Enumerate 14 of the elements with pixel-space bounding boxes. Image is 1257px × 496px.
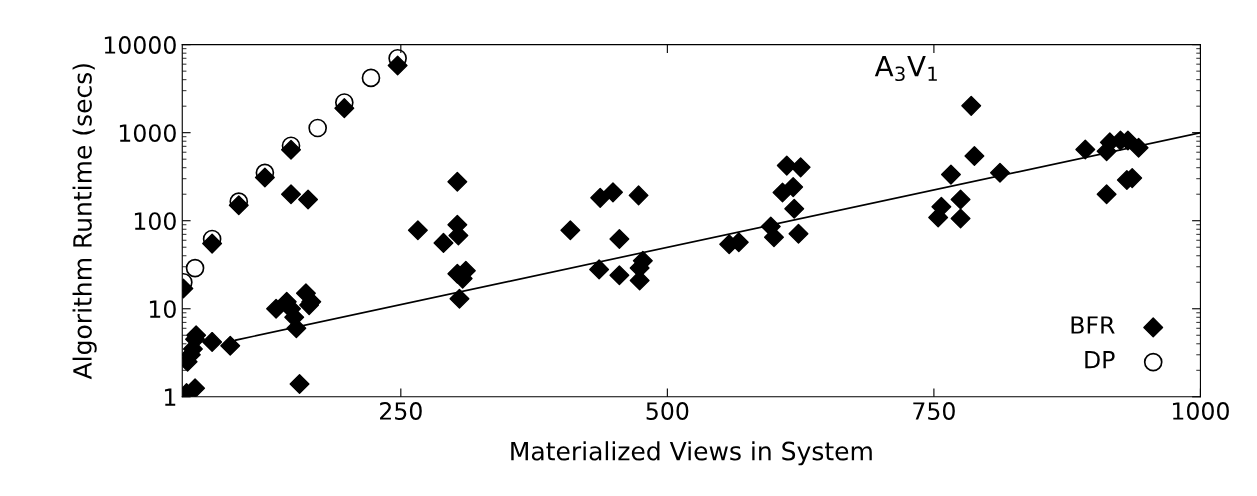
x-tick-label: 250 bbox=[380, 402, 422, 420]
x-tick-label: 500 bbox=[646, 402, 689, 420]
x-tick-label: 1000 bbox=[1172, 402, 1229, 420]
x-axis-title: Materialized Views in System bbox=[511, 441, 872, 466]
y-tick-label: 1 bbox=[164, 388, 176, 406]
y-tick-label: 10 bbox=[149, 300, 176, 319]
y-tick-label: 100 bbox=[134, 212, 176, 231]
legend-label: BFR bbox=[1071, 316, 1115, 334]
legend-label: DP bbox=[1085, 351, 1115, 369]
annotation: A$_{3}$V$_{1}$ bbox=[874, 56, 937, 82]
y-tick-label: 1000 bbox=[119, 124, 176, 142]
x-tick-label: 750 bbox=[913, 402, 955, 420]
y-axis-title: Algorithm Runtime (secs) bbox=[72, 64, 97, 380]
y-tick-label: 10000 bbox=[104, 36, 176, 54]
